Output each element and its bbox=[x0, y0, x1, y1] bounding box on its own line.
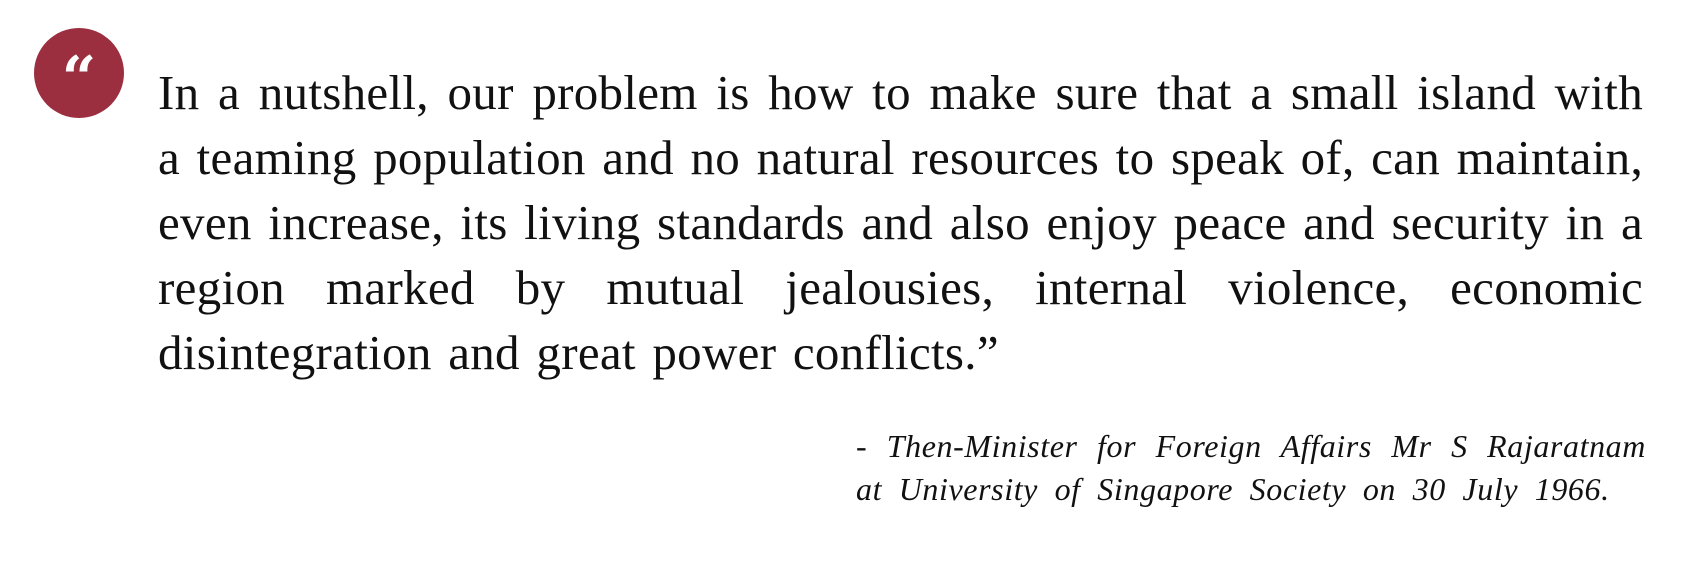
quote-mark-icon: “ bbox=[34, 28, 124, 118]
quote-mark-glyph: “ bbox=[61, 44, 97, 114]
quote-text: In a nutshell, our problem is how to mak… bbox=[158, 65, 1643, 380]
quote-attribution: - Then-Minister for Foreign Affairs Mr S… bbox=[856, 428, 1646, 507]
